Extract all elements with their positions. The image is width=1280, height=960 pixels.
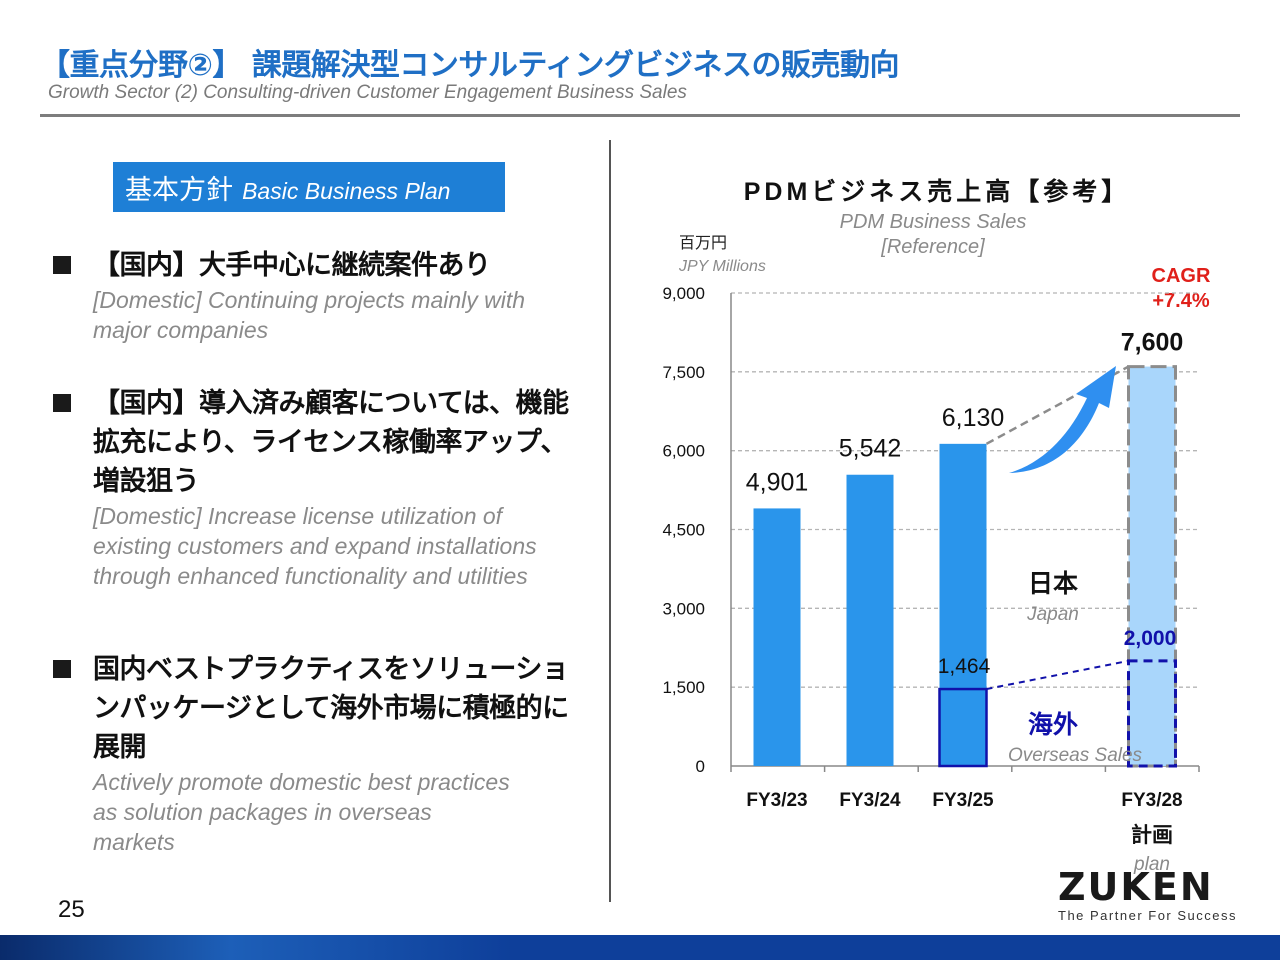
vertical-divider <box>609 140 611 902</box>
basic-plan-label: 基本方針 Basic Business Plan <box>113 162 505 212</box>
y-tick-label: 4,500 <box>662 521 705 540</box>
x-tick-label: FY3/23 <box>746 790 807 811</box>
y-tick-label: 1,500 <box>662 678 705 697</box>
chart-bars: 4,901 5,542 6,130 7,600 <box>746 329 1184 768</box>
overseas-segment-FY3/25 <box>938 687 988 768</box>
cagr-label-line-1: CAGR <box>1152 265 1211 287</box>
bar-value-label: 6,130 <box>942 404 1005 432</box>
x-axis-labels: FY3/23 FY3/24 FY3/25 FY3/28 <box>746 790 1182 811</box>
growth-arrow-icon <box>1009 366 1116 473</box>
y-tick-label: 3,000 <box>662 599 705 618</box>
chart-title: PDMビジネス売上高【参考】 <box>744 177 1131 206</box>
overseas-segment-FY3/28 <box>1127 659 1177 768</box>
page-subtitle: Growth Sector (2) Consulting-driven Cust… <box>48 82 687 103</box>
basic-plan-label-jp: 基本方針 <box>125 175 233 206</box>
y-tick-label: 9,000 <box>662 284 705 303</box>
bar-FY3/24 <box>846 474 894 766</box>
cagr-label-line-2: +7.4% <box>1152 290 1209 312</box>
bullet-text-jp: 国内ベストプラクティスをソリューションパッケージとして海外市場に積極的に展開 <box>93 654 569 763</box>
overseas-value-label: 1,464 <box>938 655 991 678</box>
y-tick-label: 0 <box>696 757 705 776</box>
y-tick-label: 6,000 <box>662 442 705 461</box>
x-tick-label: FY3/24 <box>839 790 901 811</box>
bar-FY3/25 <box>939 443 987 766</box>
japan-label-en: Japan <box>1026 604 1079 625</box>
basic-plan-label-en: Basic Business Plan <box>242 178 451 204</box>
overseas-label-jp: 海外 <box>1028 710 1078 739</box>
bullet-text-jp: 【国内】導入済み顧客については、機能拡充により、ライセンス稼働率アップ、増設狙う <box>93 388 569 497</box>
plan-label-en: plan <box>1133 854 1170 875</box>
overseas-growth-line <box>986 659 1129 691</box>
bullet-item-3: 国内ベストプラクティスをソリューションパッケージとして海外市場に積極的に展開 A… <box>53 650 583 857</box>
y-axis-unit-en: JPY Millions <box>678 258 766 275</box>
title-divider <box>40 114 1240 117</box>
chart-subtitle-line-1: PDM Business Sales <box>840 211 1027 233</box>
y-axis-ticks: 0 1,500 3,000 4,500 6,000 7,500 9,000 <box>662 284 705 776</box>
footer-band <box>0 935 1280 960</box>
chart-overlays: 1,464 2,000 <box>938 365 1177 768</box>
y-axis-unit-jp: 百万円 <box>679 235 727 252</box>
company-logo: ZUKEN The Partner For Success <box>1058 868 1248 923</box>
bullet-text-en: [Domestic] Continuing projects mainly wi… <box>93 287 526 343</box>
plan-label-jp: 計画 <box>1131 823 1173 847</box>
x-tick-label: FY3/25 <box>932 790 994 811</box>
page-title: 【重点分野②】 課題解決型コンサルティングビジネスの販売動向 <box>40 48 900 83</box>
bullet-text-jp: 【国内】大手中心に継続案件あり <box>93 250 491 281</box>
bar-value-label: 4,901 <box>746 468 809 496</box>
bar-value-label: 5,542 <box>839 435 902 463</box>
chart-subtitle-line-2: [Reference] <box>880 236 985 258</box>
pdm-sales-chart: PDMビジネス売上高【参考】 PDM Business Sales [Refer… <box>662 177 1211 875</box>
bullet-square-icon <box>53 660 71 678</box>
logo-wordmark: ZUKEN <box>1058 865 1214 909</box>
y-tick-label: 7,500 <box>662 363 705 382</box>
bullet-square-icon <box>53 256 71 274</box>
overseas-value-label: 2,000 <box>1124 627 1177 650</box>
bar-value-label: 7,600 <box>1121 329 1184 357</box>
japan-label-jp: 日本 <box>1028 570 1078 598</box>
overseas-label-en: Overseas Sales <box>1008 745 1143 766</box>
bullet-item-1: 【国内】大手中心に継続案件あり [Domestic] Continuing pr… <box>53 246 583 345</box>
bullet-text-en: Actively promote domestic best practices… <box>93 769 510 855</box>
x-tick-label: FY3/28 <box>1121 790 1182 811</box>
bullet-item-2: 【国内】導入済み顧客については、機能拡充により、ライセンス稼働率アップ、増設狙う… <box>53 384 583 591</box>
bar-FY3/23 <box>753 508 801 766</box>
bar-plan-FY3/28 <box>1127 365 1177 768</box>
bullet-text-en: [Domestic] Increase license utilization … <box>93 503 537 589</box>
logo-tagline: The Partner For Success <box>1058 908 1237 923</box>
bullet-square-icon <box>53 394 71 412</box>
page-number: 25 <box>58 896 85 923</box>
